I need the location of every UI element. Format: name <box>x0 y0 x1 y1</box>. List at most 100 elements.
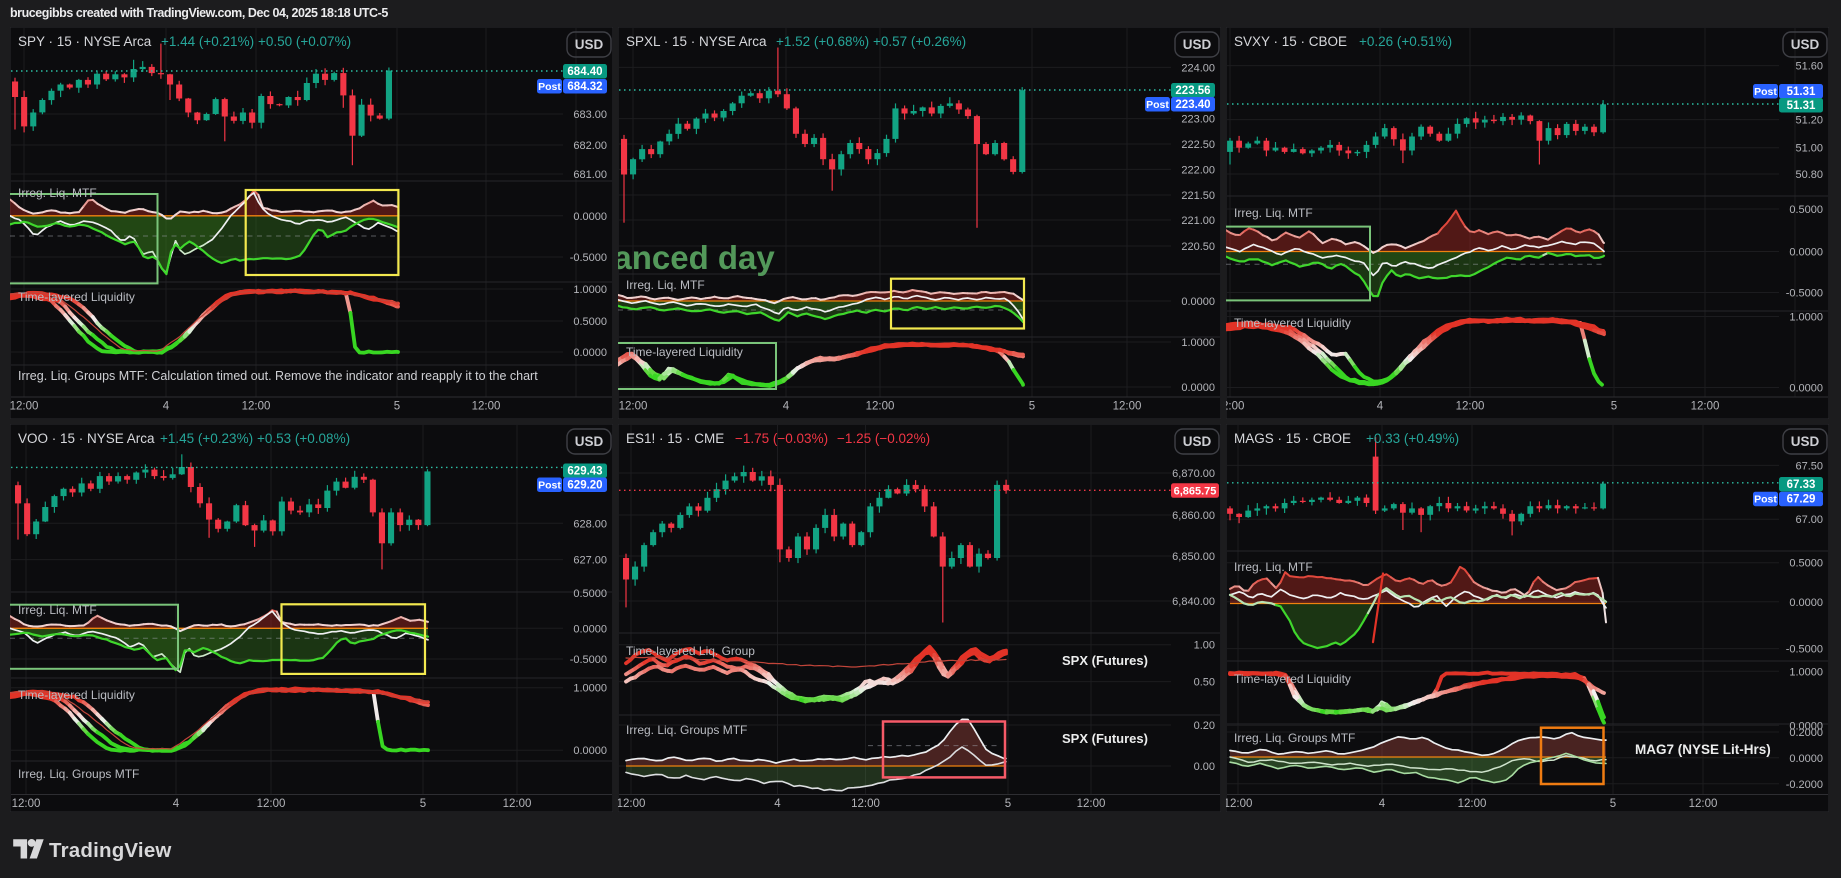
svg-text:683.00: 683.00 <box>573 109 607 121</box>
svg-text:684.32: 684.32 <box>567 81 602 93</box>
svg-text:5: 5 <box>1029 401 1035 413</box>
svg-text:51.31: 51.31 <box>1787 86 1816 98</box>
svg-text:629.43: 629.43 <box>567 466 602 478</box>
svg-text:SPX (Futures): SPX (Futures) <box>1062 731 1148 746</box>
svg-text:0.00: 0.00 <box>1194 761 1215 773</box>
svg-text:12:00: 12:00 <box>1458 798 1487 810</box>
svg-text:221.50: 221.50 <box>1181 190 1215 202</box>
svg-text:51.31: 51.31 <box>1787 100 1816 112</box>
svg-text:6,860.00: 6,860.00 <box>1172 510 1215 522</box>
svg-text:TradingView: TradingView <box>49 839 172 862</box>
svg-text:−1.25 (−0.02%): −1.25 (−0.02%) <box>837 431 930 446</box>
svg-text:5: 5 <box>394 401 400 413</box>
svg-text:Post: Post <box>538 81 561 93</box>
svg-text:222.00: 222.00 <box>1181 164 1215 176</box>
svg-text:51.60: 51.60 <box>1795 61 1823 73</box>
svg-text:5: 5 <box>1005 798 1011 810</box>
svg-text:-0.5000: -0.5000 <box>1786 288 1823 300</box>
svg-text:223.56: 223.56 <box>1175 85 1210 97</box>
svg-text:51.20: 51.20 <box>1795 115 1823 127</box>
svg-text:+1.45 (+0.23%): +1.45 (+0.23%) <box>160 431 253 446</box>
svg-text:ES1! · 15 · CME: ES1! · 15 · CME <box>626 431 724 446</box>
svg-text:-0.5000: -0.5000 <box>1786 644 1823 656</box>
svg-text:12:00: 12:00 <box>618 798 645 810</box>
svg-text:SPX (Futures): SPX (Futures) <box>1062 653 1148 668</box>
svg-text:12:00: 12:00 <box>257 798 286 810</box>
svg-text:0.0000: 0.0000 <box>1789 597 1823 609</box>
svg-text:12:00: 12:00 <box>1226 401 1244 413</box>
svg-text:0.0000: 0.0000 <box>1789 753 1823 765</box>
svg-text:+0.33 (+0.49%): +0.33 (+0.49%) <box>1366 431 1459 446</box>
svg-text:USD: USD <box>1791 37 1820 52</box>
svg-text:MAGS · 15 · CBOE: MAGS · 15 · CBOE <box>1234 431 1351 446</box>
svg-text:5: 5 <box>420 798 426 810</box>
svg-text:0.5000: 0.5000 <box>573 588 607 600</box>
svg-text:684.40: 684.40 <box>567 66 602 78</box>
svg-text:5: 5 <box>1610 798 1616 810</box>
svg-text:0.0000: 0.0000 <box>1789 720 1823 732</box>
svg-text:Post: Post <box>538 480 561 492</box>
svg-text:223.00: 223.00 <box>1181 114 1215 126</box>
svg-text:+1.44 (+0.21%): +1.44 (+0.21%) <box>161 34 254 49</box>
svg-text:Post: Post <box>1754 86 1777 98</box>
svg-text:SPY · 15 · NYSE Arca: SPY · 15 · NYSE Arca <box>18 34 152 49</box>
svg-text:1.0000: 1.0000 <box>1789 312 1823 324</box>
svg-text:Post: Post <box>1754 494 1777 506</box>
svg-text:SVXY · 15 · CBOE: SVXY · 15 · CBOE <box>1234 34 1347 49</box>
svg-text:Time-layered Liquidity: Time-layered Liquidity <box>1234 672 1351 686</box>
svg-text:Balanced day: Balanced day <box>618 239 775 276</box>
svg-text:12:00: 12:00 <box>866 401 895 413</box>
svg-text:12:00: 12:00 <box>10 401 38 413</box>
svg-text:6,850.00: 6,850.00 <box>1172 551 1215 563</box>
svg-text:629.20: 629.20 <box>567 480 602 492</box>
svg-text:12:00: 12:00 <box>1689 798 1718 810</box>
svg-text:Irreg. Liq. Groups MTF: Irreg. Liq. Groups MTF <box>626 723 747 737</box>
svg-text:-0.5000: -0.5000 <box>570 654 607 666</box>
svg-text:USD: USD <box>1183 434 1212 449</box>
svg-text:12:00: 12:00 <box>1113 401 1142 413</box>
svg-text:0.0000: 0.0000 <box>573 745 607 757</box>
svg-text:5: 5 <box>1611 401 1617 413</box>
svg-text:12:00: 12:00 <box>1077 798 1106 810</box>
svg-text:67.00: 67.00 <box>1795 514 1823 526</box>
svg-text:+0.53 (+0.08%): +0.53 (+0.08%) <box>257 431 350 446</box>
svg-text:4: 4 <box>163 401 170 413</box>
svg-text:Irreg. Liq. MTF: Irreg. Liq. MTF <box>626 278 705 292</box>
svg-text:Time-layered Liquidity: Time-layered Liquidity <box>18 688 135 702</box>
svg-text:USD: USD <box>575 434 604 449</box>
svg-text:223.40: 223.40 <box>1175 99 1210 111</box>
svg-text:−1.75 (−0.03%): −1.75 (−0.03%) <box>735 431 828 446</box>
svg-text:12:00: 12:00 <box>1456 401 1485 413</box>
svg-text:Time-layered Liq. Group: Time-layered Liq. Group <box>626 644 755 658</box>
svg-text:Time-layered Liquidity: Time-layered Liquidity <box>18 290 135 304</box>
svg-text:1.0000: 1.0000 <box>573 683 607 695</box>
svg-text:0.20: 0.20 <box>1194 720 1215 732</box>
svg-text:Irreg. Liq. MTF: Irreg. Liq. MTF <box>1234 560 1313 574</box>
svg-text:220.50: 220.50 <box>1181 241 1215 253</box>
svg-text:Irreg. Liq. MTF: Irreg. Liq. MTF <box>18 186 97 200</box>
svg-text:4: 4 <box>173 798 180 810</box>
svg-text:+0.50 (+0.07%): +0.50 (+0.07%) <box>258 34 351 49</box>
svg-text:0.0000: 0.0000 <box>1181 296 1215 308</box>
svg-text:USD: USD <box>1183 37 1212 52</box>
svg-text:0.0000: 0.0000 <box>573 211 607 223</box>
svg-text:12:00: 12:00 <box>12 798 41 810</box>
svg-text:-0.5000: -0.5000 <box>570 252 607 264</box>
svg-text:Irreg. Liq. MTF: Irreg. Liq. MTF <box>1234 206 1313 220</box>
svg-text:67.29: 67.29 <box>1787 494 1816 506</box>
svg-text:12:00: 12:00 <box>503 798 532 810</box>
svg-text:0.0000: 0.0000 <box>573 623 607 635</box>
svg-text:67.50: 67.50 <box>1795 460 1823 472</box>
svg-text:12:00: 12:00 <box>851 798 880 810</box>
svg-text:12:00: 12:00 <box>1691 401 1720 413</box>
svg-text:Irreg. Liq. MTF: Irreg. Liq. MTF <box>18 603 97 617</box>
svg-text:222.50: 222.50 <box>1181 139 1215 151</box>
svg-text:224.00: 224.00 <box>1181 62 1215 74</box>
svg-text:1.0000: 1.0000 <box>1789 666 1823 678</box>
svg-text:682.00: 682.00 <box>573 140 607 152</box>
svg-text:0.50: 0.50 <box>1194 677 1215 689</box>
svg-text:4: 4 <box>1377 401 1384 413</box>
svg-text:4: 4 <box>774 798 781 810</box>
svg-text:6,865.75: 6,865.75 <box>1174 485 1217 497</box>
svg-text:6,870.00: 6,870.00 <box>1172 468 1215 480</box>
